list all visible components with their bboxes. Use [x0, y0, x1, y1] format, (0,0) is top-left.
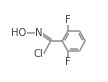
Text: Cl: Cl — [33, 49, 43, 59]
Text: F: F — [65, 57, 71, 67]
Text: F: F — [65, 15, 71, 25]
Text: N: N — [35, 28, 43, 38]
Text: HO: HO — [11, 28, 27, 38]
